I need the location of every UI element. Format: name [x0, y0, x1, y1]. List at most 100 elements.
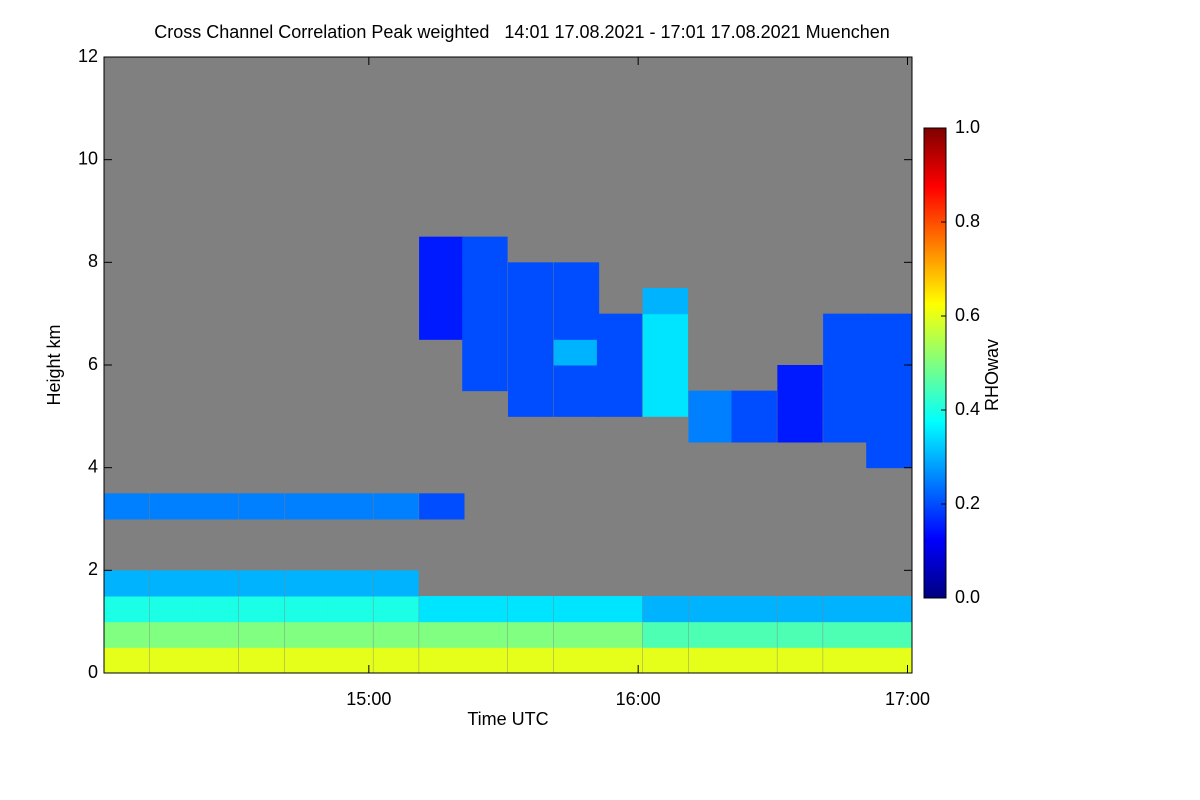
heat-cell [149, 570, 196, 597]
heat-cell [553, 339, 600, 366]
heat-cell [192, 570, 239, 597]
heat-cell [103, 570, 150, 597]
heat-cell [238, 570, 285, 597]
heat-cell [238, 493, 285, 520]
heat-cell [419, 313, 465, 340]
heat-cell [507, 647, 554, 674]
heat-cell [373, 621, 419, 648]
y-tick-label: 12 [78, 46, 98, 66]
heat-cell [866, 390, 912, 417]
heat-cell [553, 621, 600, 648]
heat-cell [373, 570, 419, 597]
heat-cell [238, 621, 285, 648]
heat-cell [192, 493, 239, 520]
heat-cell [103, 647, 150, 674]
heat-cell [192, 596, 239, 623]
heat-cell [284, 570, 330, 597]
heat-cell [596, 313, 643, 340]
heat-cell [777, 647, 823, 674]
heat-cell [149, 647, 196, 674]
heat-cell [866, 442, 912, 469]
heat-cell [688, 596, 734, 623]
heat-cell [238, 647, 285, 674]
heat-cell [642, 365, 689, 392]
heat-cell [373, 647, 419, 674]
heat-cell [507, 390, 554, 417]
heat-cell [642, 647, 689, 674]
heat-cell [103, 596, 150, 623]
heat-cell [238, 596, 285, 623]
heat-cell [507, 262, 554, 289]
heat-cell [419, 621, 465, 648]
heat-cell [149, 621, 196, 648]
heat-cell [462, 647, 508, 674]
heat-cell [507, 288, 554, 315]
colorbar-tick-label: 0.8 [955, 211, 980, 231]
x-axis-label: Time UTC [467, 709, 548, 729]
heat-cell [419, 288, 465, 315]
heat-cell [462, 339, 508, 366]
x-tick-label: 15:00 [346, 689, 391, 709]
colorbar-tick-label: 0.0 [955, 587, 980, 607]
heat-cell [462, 365, 508, 392]
y-tick-label: 6 [88, 354, 98, 374]
heat-cell [866, 621, 912, 648]
heat-cell [866, 647, 912, 674]
heat-cell [596, 365, 643, 392]
heat-cell [823, 596, 869, 623]
heat-cell [327, 596, 373, 623]
colorbar-tick-label: 0.4 [955, 399, 980, 419]
heat-cell [327, 621, 373, 648]
heat-cell [149, 493, 196, 520]
heat-cell [327, 647, 373, 674]
heat-cell [777, 365, 823, 392]
heat-cell [642, 313, 689, 340]
heat-cell [373, 493, 419, 520]
heat-cell [373, 596, 419, 623]
heat-cell [866, 596, 912, 623]
heat-cell [553, 365, 600, 392]
heat-cell [823, 390, 869, 417]
heat-cell [507, 596, 554, 623]
heat-cell [731, 647, 777, 674]
heat-cell [103, 621, 150, 648]
heat-cell [507, 365, 554, 392]
heat-cell [777, 596, 823, 623]
heat-cell [731, 596, 777, 623]
heat-cell [284, 647, 330, 674]
heat-cell [149, 596, 196, 623]
heat-cell [866, 339, 912, 366]
heat-cell [866, 416, 912, 443]
heat-cell [731, 416, 777, 443]
heat-cell [777, 621, 823, 648]
heat-cell [419, 493, 465, 520]
colorbar-tick-label: 0.2 [955, 493, 980, 513]
x-tick-label: 16:00 [616, 689, 661, 709]
heat-cell [731, 621, 777, 648]
x-tick-label: 17:00 [885, 689, 930, 709]
heat-cell [192, 647, 239, 674]
heat-cell [327, 570, 373, 597]
colorbar-tick-label: 1.0 [955, 117, 980, 137]
heat-cell [284, 493, 330, 520]
heat-cell [688, 390, 734, 417]
heat-cell [823, 339, 869, 366]
heat-cell [731, 390, 777, 417]
heat-cell [462, 313, 508, 340]
heat-cell [642, 339, 689, 366]
heat-cell [688, 416, 734, 443]
heat-cell [419, 596, 465, 623]
heat-cell [553, 647, 600, 674]
heat-cell [553, 313, 600, 340]
heat-cell [823, 313, 869, 340]
heat-cell [462, 262, 508, 289]
heat-cell [419, 647, 465, 674]
heat-cell [284, 621, 330, 648]
heat-cell [642, 390, 689, 417]
heat-cell [462, 288, 508, 315]
heat-cell [419, 236, 465, 263]
heat-cell [507, 313, 554, 340]
heat-cell [642, 621, 689, 648]
heat-cell [642, 596, 689, 623]
